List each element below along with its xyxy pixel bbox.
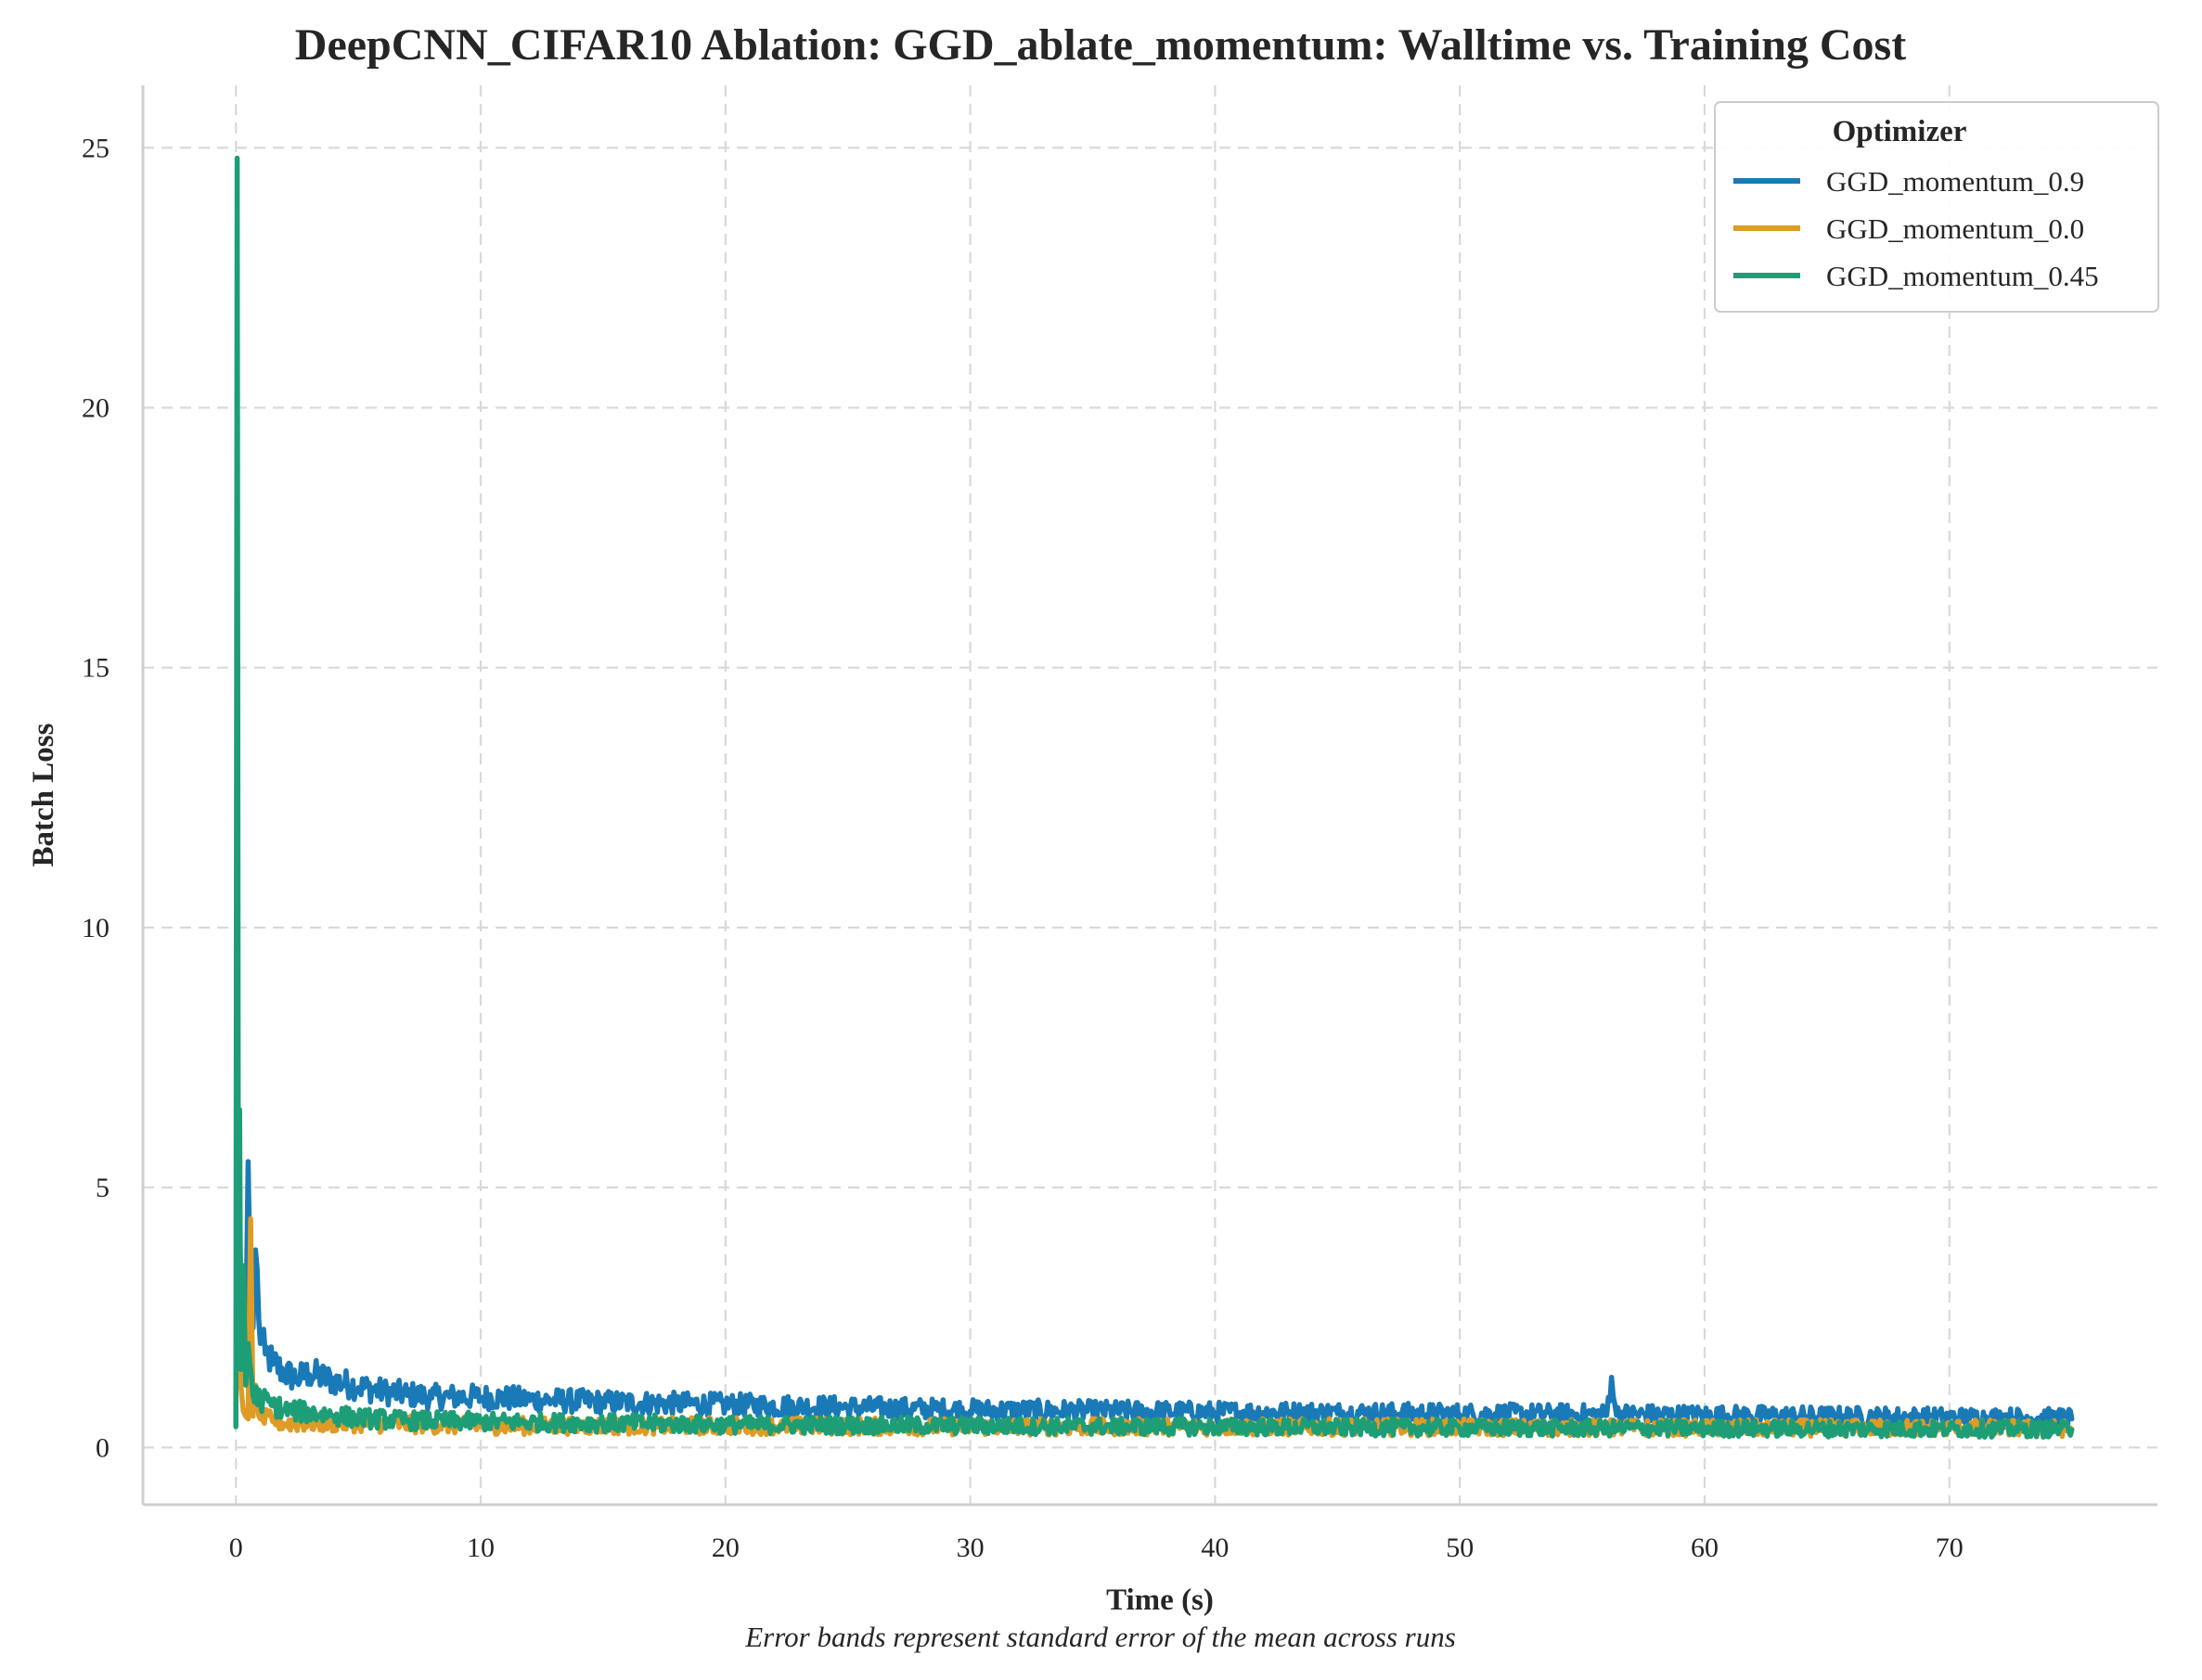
x-tick-label: 60 — [1691, 1533, 1719, 1563]
chart-title: DeepCNN_CIFAR10 Ablation: GGD_ablate_mom… — [295, 20, 1906, 70]
y-tick-label: 20 — [82, 392, 109, 423]
y-tick-label: 15 — [82, 653, 109, 684]
legend-label: GGD_momentum_0.0 — [1826, 212, 2084, 245]
legend-items: GGD_momentum_0.9 GGD_momentum_0.0 GGD_mome… — [1733, 165, 2099, 292]
series-line-GGD_momentum_0.9 — [233, 1117, 2075, 1430]
series-line-GGD_momentum_0.45 — [233, 155, 2075, 1440]
x-axis-label: Time (s) — [1106, 1584, 1214, 1617]
y-axis-label: Batch Loss — [27, 723, 60, 866]
legend: Optimizer GGD_momentum_0.9GGD_momentum_0… — [1714, 101, 2159, 313]
x-tick-label: 0 — [229, 1533, 243, 1563]
series — [233, 155, 2075, 1440]
x-tick-label: 40 — [1201, 1533, 1229, 1563]
y-tick-label: 0 — [96, 1432, 109, 1463]
legend-box — [1714, 101, 2159, 313]
y-tick-label: 25 — [82, 133, 109, 163]
y-tick-labels: 0 5 10 15 20 25 — [82, 133, 109, 1463]
x-tick-label: 70 — [1936, 1533, 1964, 1563]
axes — [141, 85, 2157, 1507]
legend-title: Optimizer — [1833, 115, 1967, 148]
legend-label: GGD_momentum_0.9 — [1826, 165, 2084, 198]
x-tick-label: 20 — [712, 1533, 740, 1563]
x-tick-labels: 0 10 20 30 40 50 60 70 — [229, 1533, 1964, 1563]
y-tick-label: 10 — [82, 913, 109, 943]
x-tick-label: 10 — [467, 1533, 495, 1563]
chart-caption: Error bands represent standard error of … — [744, 1621, 1456, 1653]
y-tick-label: 5 — [96, 1173, 109, 1203]
legend-label: GGD_momentum_0.45 — [1826, 260, 2099, 292]
x-tick-label: 50 — [1446, 1533, 1474, 1563]
x-tick-label: 30 — [957, 1533, 985, 1563]
